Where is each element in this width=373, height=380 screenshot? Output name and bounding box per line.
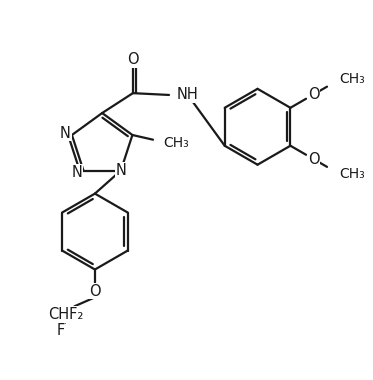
Text: CH₃: CH₃ [339,73,365,86]
Text: CHF₂: CHF₂ [48,307,84,322]
Text: NH: NH [177,87,199,103]
Text: CH₃: CH₃ [339,167,365,181]
Text: O: O [308,152,320,167]
Text: O: O [308,87,320,102]
Text: N: N [72,165,82,180]
Text: CH₃: CH₃ [163,136,188,150]
Text: O: O [89,284,101,299]
Text: O: O [127,52,139,67]
Text: N: N [115,163,126,178]
Text: F: F [56,323,65,338]
Text: N: N [60,126,71,141]
